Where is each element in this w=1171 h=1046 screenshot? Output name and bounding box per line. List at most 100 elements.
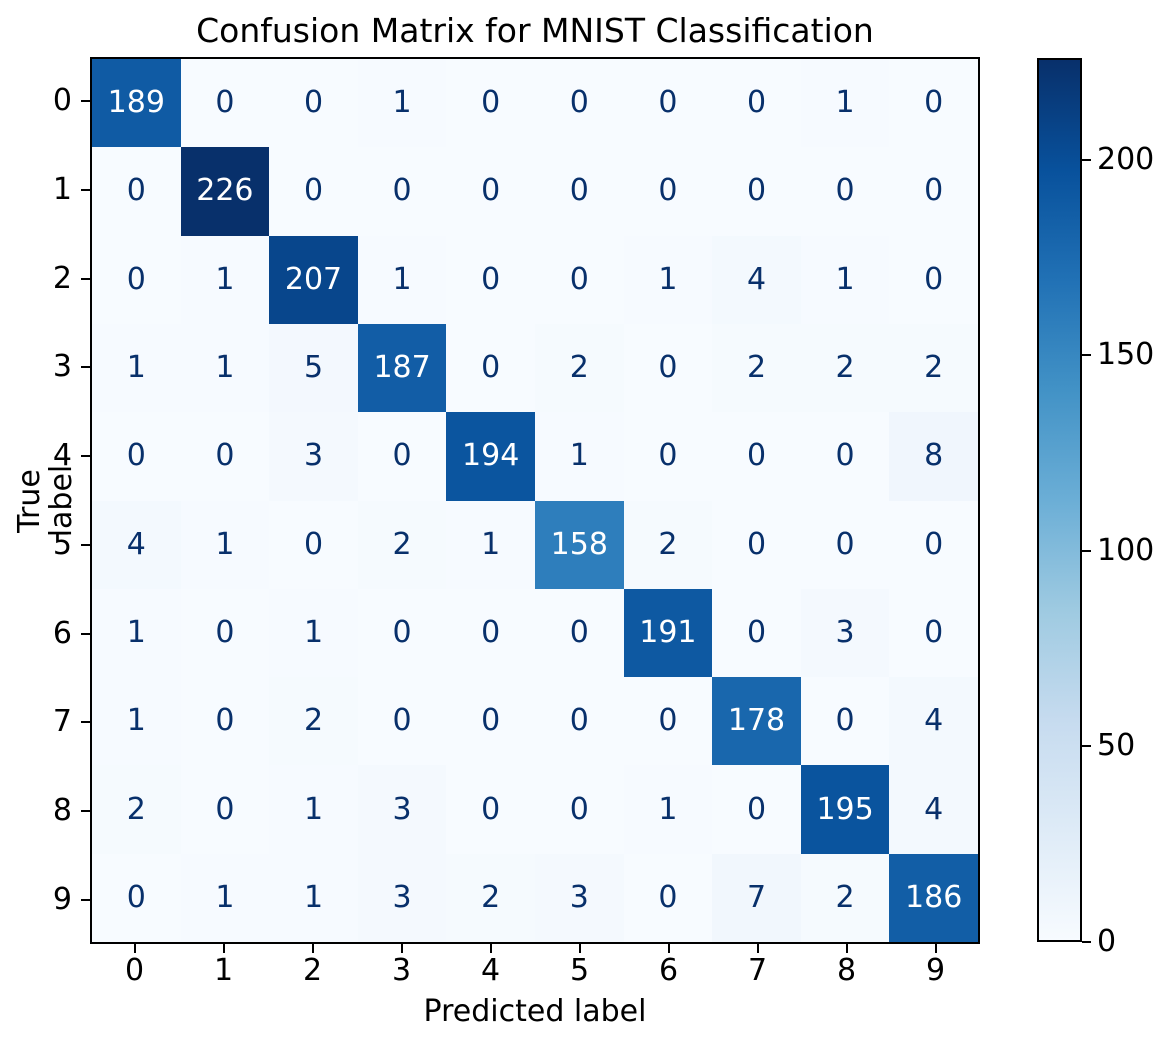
heatmap-cell: 0 [180, 588, 270, 678]
heatmap-axes: 189 0 0 1 0 0 0 0 1 0 0 226 0 0 0 0 0 0 0 0 0 1 207 1 0 0 1 4 1 0 1 1 5 1… [90, 57, 980, 944]
x-tick-label: 2 [302, 953, 323, 988]
heatmap-cell: 0 [623, 853, 713, 942]
heatmap-cell: 1 [800, 235, 890, 324]
heatmap-cell: 0 [623, 59, 713, 148]
heatmap-cell: 0 [800, 677, 890, 766]
heatmap-cell: 0 [92, 412, 181, 501]
y-tick-label: 2 [52, 260, 72, 296]
colorbar [1037, 58, 1082, 942]
heatmap-cell: 0 [534, 765, 624, 854]
heatmap-cell: 0 [269, 59, 358, 148]
colorbar-tick-label: 50 [1097, 728, 1136, 764]
heatmap-cell: 1 [446, 500, 535, 589]
x-tick-mark [400, 944, 403, 953]
y-tick-mark [81, 277, 90, 280]
heatmap-cell: 0 [92, 853, 181, 942]
heatmap-cell: 0 [92, 235, 181, 324]
y-tick-label: 9 [52, 881, 72, 917]
heatmap-cell: 0 [534, 588, 624, 678]
y-tick-label: 4 [52, 438, 72, 474]
colorbar-tick-label: 100 [1097, 532, 1155, 568]
heatmap-cell: 226 [180, 147, 270, 236]
heatmap-cell: 1 [623, 235, 713, 324]
heatmap-cell: 0 [712, 500, 801, 589]
heatmap-cell: 191 [623, 588, 713, 678]
heatmap-cell: 0 [889, 59, 978, 148]
heatmap-cell: 2 [534, 323, 624, 413]
x-tick-label: 7 [747, 953, 768, 988]
heatmap-cell: 0 [889, 588, 978, 678]
heatmap-cell: 187 [357, 323, 447, 413]
heatmap-cell: 0 [446, 147, 535, 236]
heatmap-cell: 195 [800, 765, 890, 854]
heatmap-cell: 3 [800, 588, 890, 678]
heatmap-cell: 189 [92, 59, 181, 148]
heatmap-cell: 4 [712, 235, 801, 324]
heatmap-cell: 3 [357, 853, 447, 942]
heatmap-cell: 1 [180, 323, 270, 413]
x-tick-mark [311, 944, 314, 953]
heatmap-cell: 0 [800, 147, 890, 236]
heatmap-cell: 0 [357, 677, 447, 766]
heatmap-cell: 3 [534, 853, 624, 942]
heatmap-cell: 1 [357, 235, 447, 324]
heatmap-cell: 0 [800, 500, 890, 589]
heatmap-cell: 1 [269, 853, 358, 942]
colorbar-tick-mark [1082, 549, 1091, 552]
colorbar-tick-mark [1082, 354, 1091, 357]
heatmap-cell: 4 [889, 765, 978, 854]
heatmap-cell: 0 [712, 412, 801, 501]
heatmap-cell: 0 [534, 59, 624, 148]
y-tick-label: 6 [52, 615, 72, 651]
y-tick-mark [81, 543, 90, 546]
heatmap-cell: 3 [269, 412, 358, 501]
heatmap-cell: 0 [534, 235, 624, 324]
x-tick-label: 8 [836, 953, 857, 988]
x-axis-label: Predicted label [423, 994, 647, 1029]
heatmap-cell: 194 [446, 412, 535, 501]
y-tick-mark [81, 366, 90, 369]
y-tick-label: 5 [52, 526, 72, 562]
heatmap-cell: 7 [712, 853, 801, 942]
heatmap-cell: 0 [623, 323, 713, 413]
y-tick-label: 0 [52, 83, 72, 119]
heatmap-cell: 0 [446, 588, 535, 678]
chart-title: Confusion Matrix for MNIST Classificatio… [196, 11, 874, 50]
heatmap-cell: 0 [357, 588, 447, 678]
heatmap-cell: 0 [357, 412, 447, 501]
y-tick-mark [81, 898, 90, 901]
colorbar-tick-mark [1082, 745, 1091, 748]
heatmap-cell: 2 [446, 853, 535, 942]
x-tick-label: 5 [569, 953, 590, 988]
x-tick-label: 9 [925, 953, 946, 988]
heatmap-cell: 0 [889, 235, 978, 324]
heatmap-cell: 0 [446, 765, 535, 854]
heatmap-cell: 1 [534, 412, 624, 501]
colorbar-tick-mark [1082, 158, 1091, 161]
heatmap-cell: 1 [92, 323, 181, 413]
y-tick-label: 8 [52, 792, 72, 828]
heatmap-cell: 1 [357, 59, 447, 148]
heatmap-cell: 5 [269, 323, 358, 413]
heatmap-cell: 0 [357, 147, 447, 236]
heatmap-cell: 0 [623, 147, 713, 236]
colorbar-tick-label: 200 [1097, 141, 1155, 177]
heatmap-cell: 1 [92, 677, 181, 766]
y-tick-mark [81, 189, 90, 192]
heatmap-cell: 1 [92, 588, 181, 678]
x-tick-label: 6 [658, 953, 679, 988]
x-tick-label: 0 [124, 953, 145, 988]
heatmap-cell: 0 [446, 677, 535, 766]
heatmap-cell: 178 [712, 677, 801, 766]
heatmap-cell: 1 [269, 588, 358, 678]
heatmap-cell: 0 [623, 412, 713, 501]
x-tick-label: 1 [213, 953, 234, 988]
heatmap-cell: 8 [889, 412, 978, 501]
y-tick-mark [81, 632, 90, 635]
heatmap-cell: 158 [534, 500, 624, 589]
x-tick-mark [222, 944, 225, 953]
y-tick-label: 1 [52, 172, 72, 208]
heatmap-cell: 0 [800, 412, 890, 501]
x-tick-mark [667, 944, 670, 953]
heatmap-cell: 0 [712, 588, 801, 678]
